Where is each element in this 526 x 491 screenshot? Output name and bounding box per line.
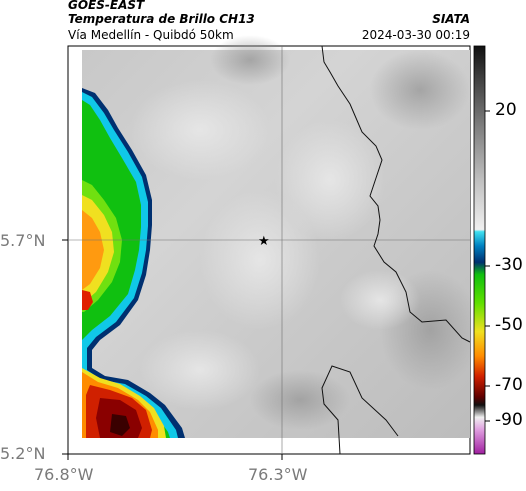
cold-cloud-orange bbox=[82, 210, 104, 290]
map-panel: ★ bbox=[62, 35, 480, 460]
cloud-texture bbox=[140, 330, 260, 410]
cloud-texture bbox=[340, 270, 420, 330]
route-label: Vía Medellín - Quibdó 50km bbox=[68, 28, 234, 42]
cold-cloud-green bbox=[82, 100, 170, 438]
cloud-texture bbox=[130, 80, 270, 180]
deep-cloud-core bbox=[110, 414, 130, 436]
cloud-texture bbox=[210, 35, 290, 85]
colorbar-label: -70 bbox=[495, 375, 523, 395]
location-star-icon: ★ bbox=[258, 234, 270, 249]
timestamp-label: 2024-03-30 00:19 bbox=[361, 28, 470, 42]
satellite-name: GOES-EAST bbox=[68, 0, 145, 12]
colorbar bbox=[473, 45, 490, 455]
colorbar-scale bbox=[473, 45, 486, 455]
cold-cloud-red bbox=[82, 290, 93, 310]
cloud-texture bbox=[250, 370, 350, 430]
lat-tick-label-5.7: 5.7°N bbox=[0, 231, 46, 250]
product-title: Temperatura de Brillo CH13 bbox=[68, 12, 255, 26]
colorbar-label: -30 bbox=[495, 255, 523, 275]
lat-tick-label-5.2: 5.2°N bbox=[0, 444, 46, 463]
department-boundary bbox=[321, 45, 471, 343]
colorbar-label: -50 bbox=[495, 315, 523, 335]
cloud-texture bbox=[200, 190, 320, 330]
cloud-texture bbox=[275, 120, 385, 240]
lon-tick-label-76.8: 76.8°W bbox=[34, 465, 94, 484]
lon-tick-label-76.3: 76.3°W bbox=[248, 465, 308, 484]
department-boundary bbox=[321, 365, 399, 455]
colorbar-label: -90 bbox=[495, 410, 523, 430]
colorbar-label: 20 bbox=[495, 100, 517, 120]
agency-label: SIATA bbox=[432, 12, 470, 26]
cloud-texture bbox=[370, 50, 470, 130]
